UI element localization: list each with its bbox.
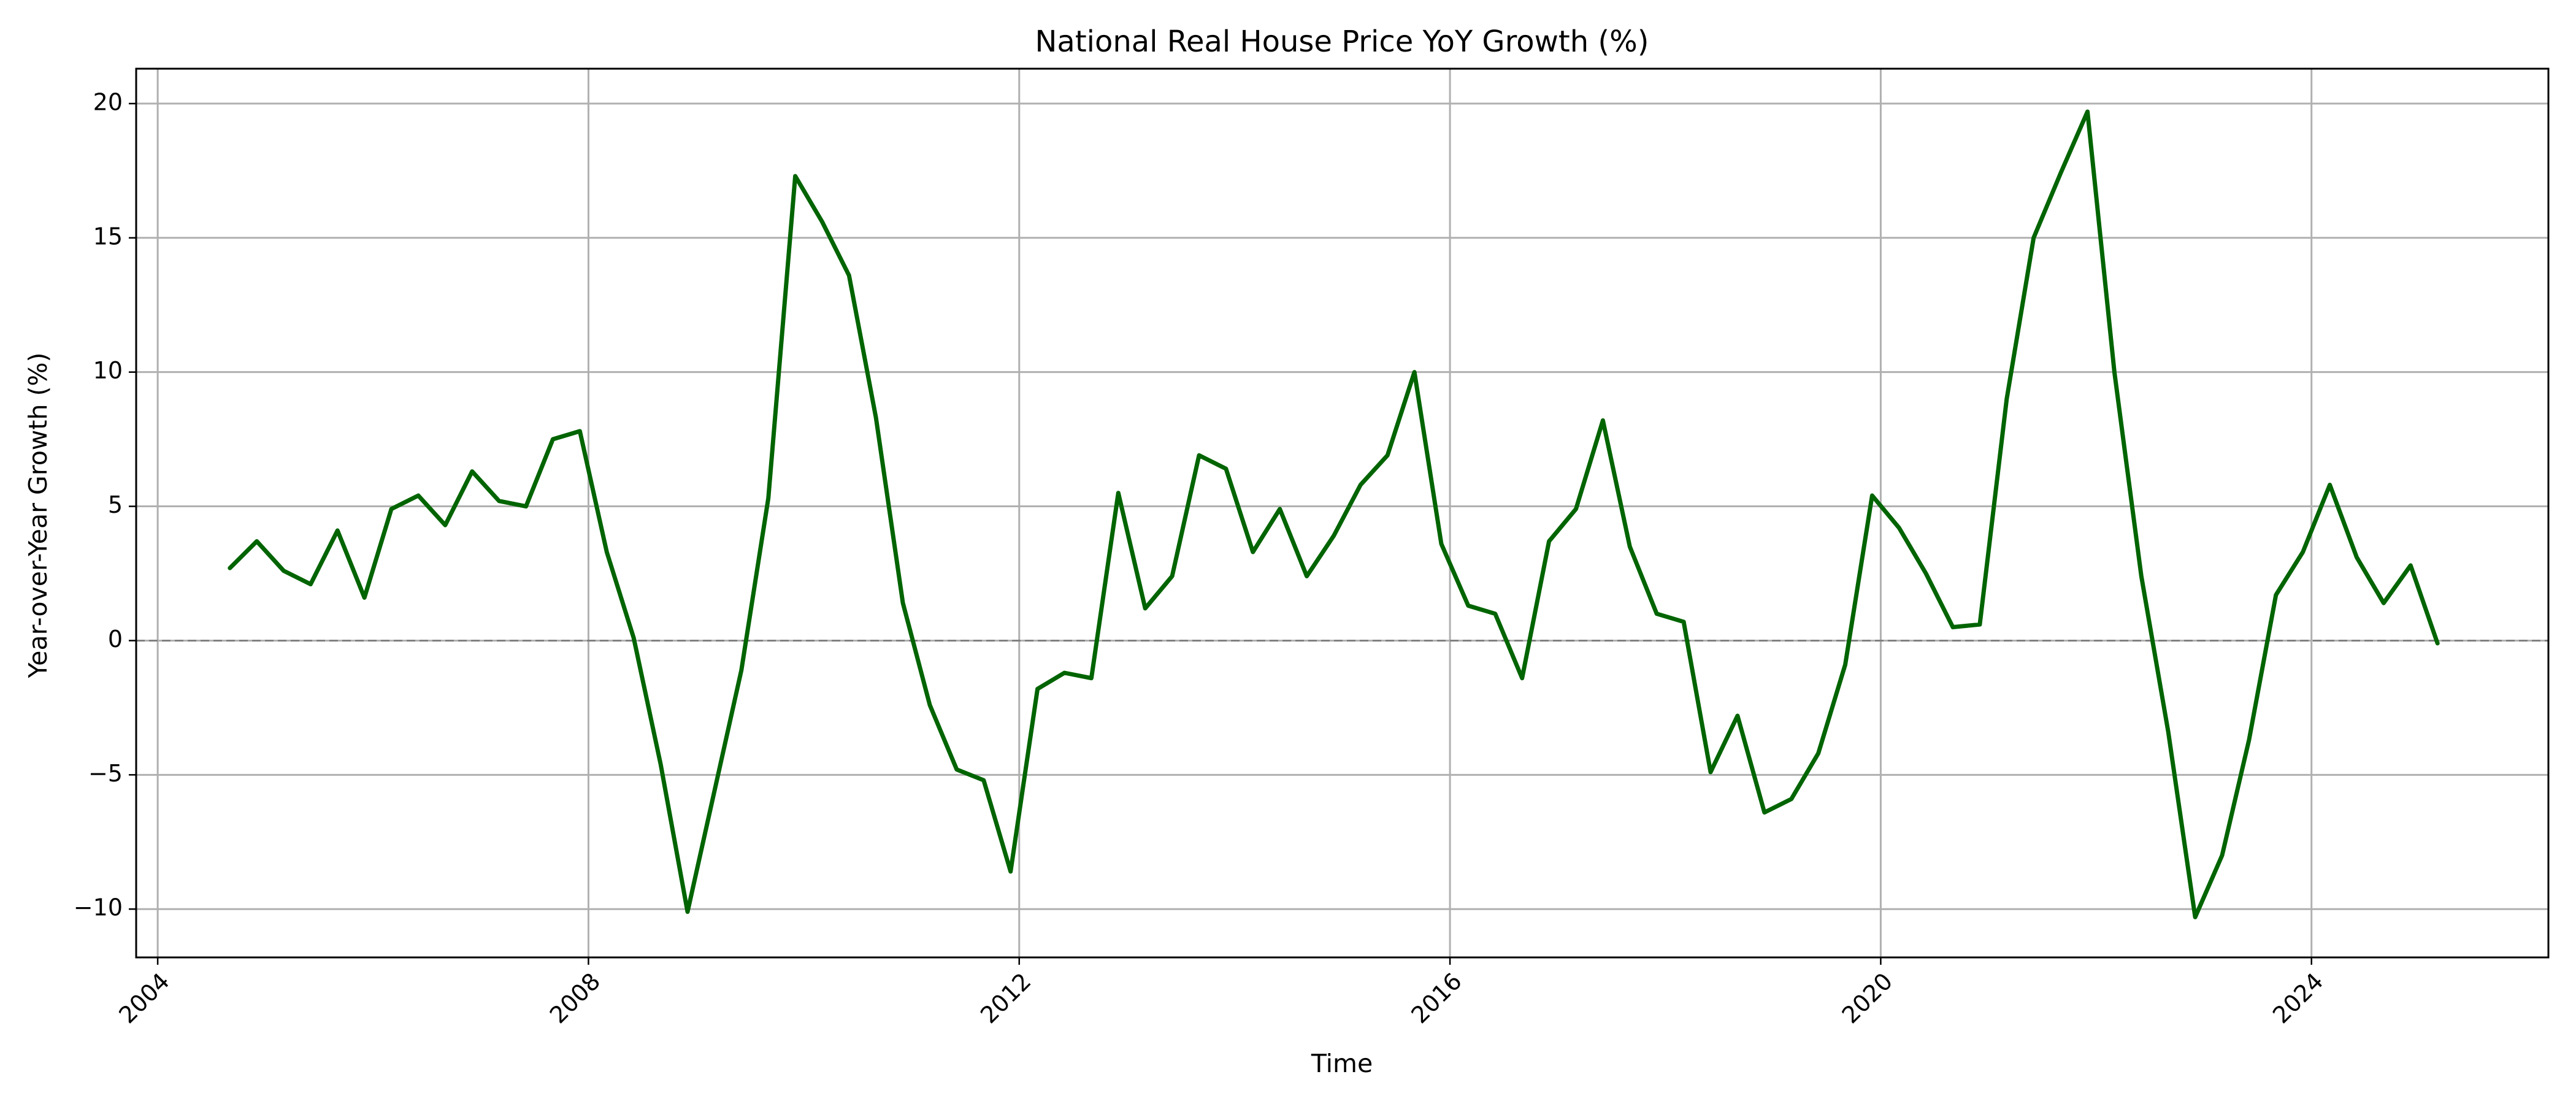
y-tick-label: −5: [88, 760, 123, 787]
y-tick-label: 5: [108, 491, 123, 518]
x-axis-label: Time: [1311, 1049, 1373, 1078]
y-tick-label: 0: [108, 626, 123, 653]
y-axis: −10 −5 0 5 10 15 20: [74, 88, 136, 921]
y-tick-label: −10: [74, 894, 123, 921]
series-line-yoy-growth: [228, 109, 2440, 919]
chart-title: National Real House Price YoY Growth (%): [1035, 25, 1649, 59]
y-tick-label: 15: [93, 223, 123, 250]
y-axis-label: Year-over-Year Growth (%): [23, 353, 53, 679]
y-tick-label: 20: [93, 88, 123, 115]
plot-area-frame: [135, 67, 2550, 959]
y-tick-label: 10: [93, 357, 123, 384]
